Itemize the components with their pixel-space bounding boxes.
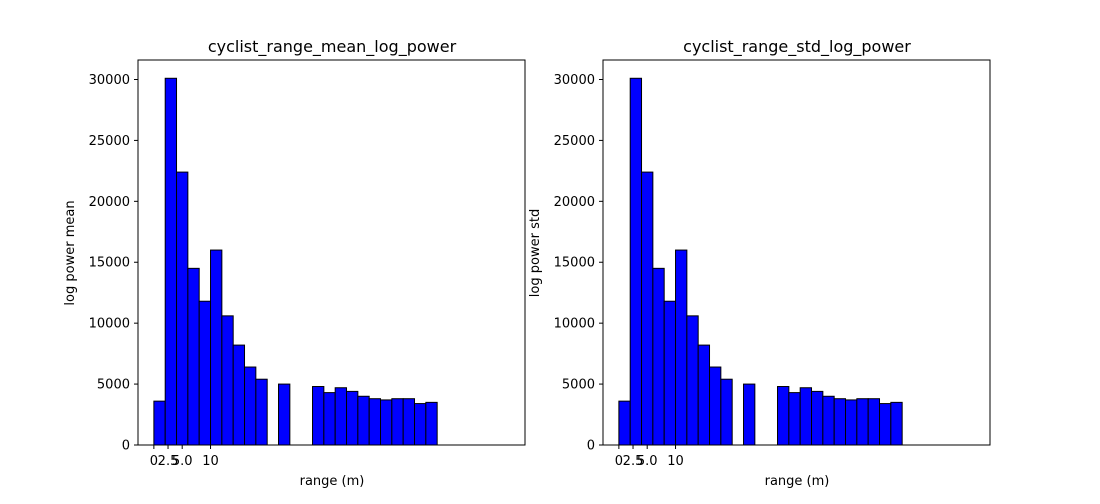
bar xyxy=(391,398,404,446)
chart-title: cyclist_range_mean_log_power xyxy=(208,37,457,57)
bar xyxy=(221,315,234,446)
chart-std: cyclist_range_std_log_power range (m) lo… xyxy=(528,37,991,489)
plot-frame xyxy=(602,59,991,446)
bar xyxy=(334,387,348,446)
bar xyxy=(686,315,699,446)
bar xyxy=(652,267,665,446)
y-axis-label: log power std xyxy=(528,209,543,297)
x-tick-label: 2.5 xyxy=(623,454,644,469)
bar xyxy=(255,378,268,446)
chart-title: cyclist_range_std_log_power xyxy=(683,37,911,57)
x-axis-label: range (m) xyxy=(300,474,365,489)
bar xyxy=(176,171,189,446)
bar xyxy=(822,395,835,446)
y-tick-label: 10000 xyxy=(89,317,130,332)
x-axis-label: range (m) xyxy=(765,474,830,489)
chart-mean: cyclist_range_mean_log_power range (m) l… xyxy=(63,37,526,489)
bar xyxy=(278,383,291,446)
bar xyxy=(414,403,427,446)
y-axis: 0 5000 10000 15000 20000 25000 30000 xyxy=(554,73,603,454)
bar xyxy=(890,401,903,446)
bar xyxy=(244,366,257,446)
y-tick-label: 0 xyxy=(122,439,130,454)
y-axis-label: log power mean xyxy=(63,200,78,305)
y-tick-label: 30000 xyxy=(89,73,130,88)
y-tick-label: 25000 xyxy=(554,134,595,149)
bar xyxy=(799,387,813,446)
x-tick-label: 10 xyxy=(202,454,219,469)
y-axis: 0 5000 10000 15000 20000 25000 30000 xyxy=(89,73,138,454)
bar xyxy=(357,395,370,446)
x-tick-label: 10 xyxy=(667,454,684,469)
bar xyxy=(323,392,336,446)
y-tick-label: 20000 xyxy=(554,195,595,210)
y-tick-label: 30000 xyxy=(554,73,595,88)
bar xyxy=(164,77,178,446)
bar xyxy=(833,398,847,446)
bar xyxy=(811,390,824,446)
bar xyxy=(641,171,654,446)
bar xyxy=(210,249,223,446)
bar xyxy=(198,300,212,446)
x-tick-label: 0 xyxy=(615,454,623,469)
x-axis: 0 2.55.0 10 xyxy=(150,445,219,469)
bar xyxy=(663,300,677,446)
y-tick-label: 15000 xyxy=(554,256,595,271)
bar xyxy=(720,378,733,446)
bar xyxy=(743,383,756,446)
bar xyxy=(402,398,416,446)
x-tick-label: 5.0 xyxy=(172,454,193,469)
bar xyxy=(425,401,438,446)
x-tick-label: 2.5 xyxy=(158,454,179,469)
x-tick-label: 0 xyxy=(150,454,158,469)
y-tick-label: 25000 xyxy=(89,134,130,149)
y-tick-label: 0 xyxy=(587,439,595,454)
x-tick-label: 5.0 xyxy=(637,454,658,469)
y-tick-label: 15000 xyxy=(89,256,130,271)
bar xyxy=(845,399,858,446)
plot-frame xyxy=(137,59,526,446)
y-tick-label: 20000 xyxy=(89,195,130,210)
bar xyxy=(777,386,790,446)
bar xyxy=(187,267,200,446)
bar xyxy=(312,386,325,446)
bar xyxy=(879,403,892,446)
bar xyxy=(856,398,869,446)
y-tick-label: 5000 xyxy=(562,378,595,393)
bar xyxy=(346,390,359,446)
bar xyxy=(629,77,643,446)
bar xyxy=(675,249,688,446)
bar xyxy=(232,344,246,446)
bars xyxy=(618,77,971,446)
bar xyxy=(697,344,711,446)
bar xyxy=(709,366,722,446)
bar xyxy=(618,400,631,446)
bar xyxy=(380,399,393,446)
bar xyxy=(368,398,382,446)
bar xyxy=(788,392,801,446)
bar xyxy=(153,400,166,446)
x-axis: 0 2.55.0 10 xyxy=(615,445,684,469)
y-tick-label: 10000 xyxy=(554,317,595,332)
y-tick-label: 5000 xyxy=(97,378,130,393)
bar xyxy=(867,398,881,446)
